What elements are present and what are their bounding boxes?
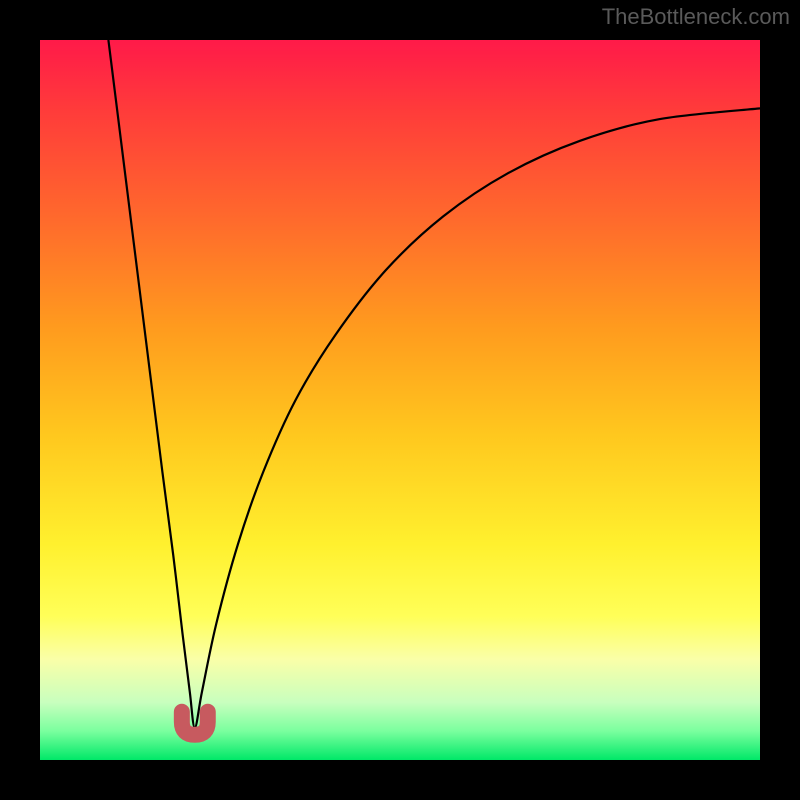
chart-svg: [0, 0, 800, 800]
bottleneck-chart: TheBottleneck.com: [0, 0, 800, 800]
plot-gradient-background: [40, 40, 760, 760]
